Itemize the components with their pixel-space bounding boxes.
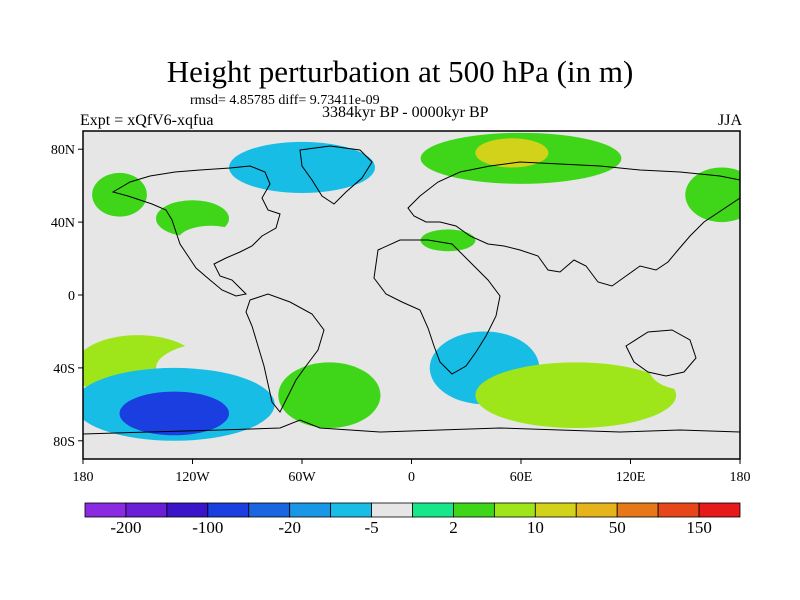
y-tick-label: 0 (68, 289, 75, 304)
colorbar-label: 2 (449, 518, 458, 537)
coastline-africa (373, 239, 501, 375)
anomaly-region (685, 167, 740, 223)
y-tick-label: 80S (53, 435, 75, 450)
x-tick-label: 60W (288, 470, 316, 485)
colorbar-segment (371, 502, 413, 518)
coastline-antarctica (83, 419, 740, 435)
colorbar-segment (248, 502, 291, 518)
anomaly-region (648, 346, 722, 390)
colorbar-segment (207, 502, 250, 518)
colorbar-label: -100 (192, 518, 224, 537)
anomaly-region (475, 362, 677, 429)
coastline-south-america (245, 293, 325, 413)
colorbar-segment (453, 502, 495, 518)
y-tick-label: 80N (51, 143, 75, 158)
colorbar-segment (330, 502, 372, 518)
colorbar-segment (125, 502, 168, 518)
x-tick-label: 120E (616, 470, 646, 485)
map-axes: 80N 40N 0 40S 80S 180 120W 60W 0 60E 120E 180 (51, 143, 751, 485)
coastline-greenland (299, 145, 373, 205)
anomaly-fields (83, 132, 740, 450)
colorbar-label: 50 (608, 518, 626, 537)
colorbar (84, 502, 741, 518)
coastlines (83, 145, 740, 435)
colorbar-segment (84, 502, 127, 518)
anomaly-region (575, 196, 649, 230)
colorbar-segment (166, 502, 209, 518)
anomaly-region (92, 172, 147, 217)
colorbar-label: 10 (526, 518, 544, 537)
anomaly-region (466, 304, 558, 341)
colorbar-segment (616, 502, 659, 518)
colorbar-segment (575, 502, 618, 518)
x-tick-label: 0 (408, 470, 415, 485)
anomaly-region (119, 391, 229, 436)
colorbar-label: -5 (364, 518, 379, 537)
anomaly-region (229, 141, 375, 193)
colorbar-label: 150 (686, 518, 712, 537)
anomaly-region (475, 138, 549, 168)
y-tick-label: 40S (53, 362, 75, 377)
colorbar-segment (657, 502, 700, 518)
season-label: JJA (717, 112, 742, 129)
colorbar-segment (493, 502, 536, 518)
colorbar-segment (698, 502, 741, 518)
map-title: Height perturbation at 500 hPa (in m) (166, 54, 634, 89)
coastline-australia (625, 329, 697, 377)
rmsd-diff-stats: rmsd= 4.85785 diff= 9.73411e-09 (190, 93, 380, 108)
anomaly-region (667, 413, 740, 450)
coastline-north-america (111, 165, 281, 297)
colorbar-segment (412, 502, 454, 518)
colorbar-label: -20 (278, 518, 302, 537)
anomaly-region (420, 229, 476, 252)
coastline-eurasia (407, 161, 740, 287)
x-tick-label: 60E (510, 470, 533, 485)
colorbar-label: -200 (110, 518, 142, 537)
period-label: 3384kyr BP - 0000kyr BP (322, 104, 489, 121)
y-tick-label: 40N (51, 216, 75, 231)
colorbar-segment (534, 502, 577, 518)
anomaly-region (278, 362, 381, 429)
x-tick-label: 180 (73, 470, 94, 485)
x-tick-label: 120W (175, 470, 210, 485)
anomaly-region (371, 176, 452, 213)
anomaly-region (177, 225, 244, 255)
x-tick-label: 180 (730, 470, 751, 485)
experiment-label: Expt = xQfV6-xqfua (80, 112, 214, 129)
colorbar-segment (289, 502, 332, 518)
